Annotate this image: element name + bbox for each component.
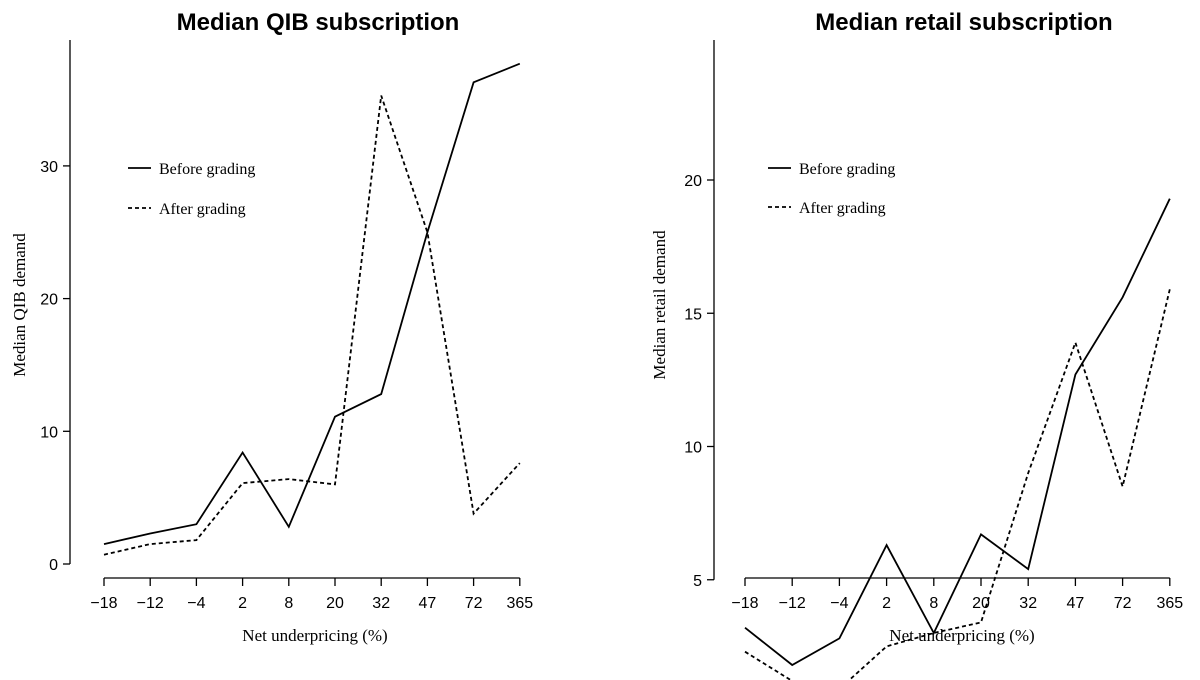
x-tick-label: 72: [465, 595, 483, 612]
x-tick-label: 20: [326, 595, 344, 612]
y-axis-label: Median QIB demand: [10, 233, 29, 377]
legend-label: Before grading: [799, 161, 895, 178]
y-tick-label: 5: [693, 573, 702, 590]
x-tick-label: 47: [419, 595, 437, 612]
y-tick-label: 0: [49, 557, 58, 574]
x-tick-label: 2: [882, 595, 891, 612]
x-tick-label: −12: [137, 595, 164, 612]
legend-label: After grading: [159, 201, 246, 218]
y-tick-label: 20: [40, 292, 58, 309]
x-tick-label: 72: [1114, 595, 1132, 612]
x-tick-label: −18: [90, 595, 117, 612]
series-line-after-grading: [744, 289, 1171, 680]
x-tick-label: 365: [506, 595, 533, 612]
y-tick-label: 20: [684, 173, 702, 190]
x-tick-label: −4: [187, 595, 205, 612]
x-tick-label: 47: [1067, 595, 1085, 612]
y-tick-label: 15: [684, 306, 702, 323]
x-axis-label: Net underpricing (%): [889, 626, 1034, 645]
x-axis-label: Net underpricing (%): [242, 626, 387, 645]
qib-subscription-panel: Median QIB subscription 0 10 20 30 −18 −12 −4 2 8…: [10, 9, 533, 645]
x-tick-label: 32: [1019, 595, 1037, 612]
x-tick-label: −4: [830, 595, 848, 612]
series-line-before-grading: [103, 62, 521, 545]
x-tick-label: 8: [929, 595, 938, 612]
x-tick-label: 2: [238, 595, 247, 612]
legend-label: After grading: [799, 200, 886, 217]
y-tick-label: 10: [684, 440, 702, 457]
y-axis-label: Median retail demand: [650, 230, 669, 380]
series-line-before-grading: [744, 198, 1171, 667]
x-tick-label: 365: [1156, 595, 1183, 612]
x-tick-label: 8: [284, 595, 293, 612]
chart-title: Median QIB subscription: [177, 9, 460, 36]
x-tick-label: 32: [372, 595, 390, 612]
series-line-after-grading: [103, 95, 521, 556]
retail-subscription-panel: Median retail subscription 5 10 15 20 −18 −12 −…: [650, 9, 1183, 680]
x-tick-label: −12: [779, 595, 806, 612]
x-tick-label: −18: [731, 595, 758, 612]
x-tick-label: 20: [972, 595, 990, 612]
legend-label: Before grading: [159, 161, 255, 178]
y-tick-label: 10: [40, 424, 58, 441]
chart-title: Median retail subscription: [815, 9, 1112, 36]
y-tick-label: 30: [40, 159, 58, 176]
